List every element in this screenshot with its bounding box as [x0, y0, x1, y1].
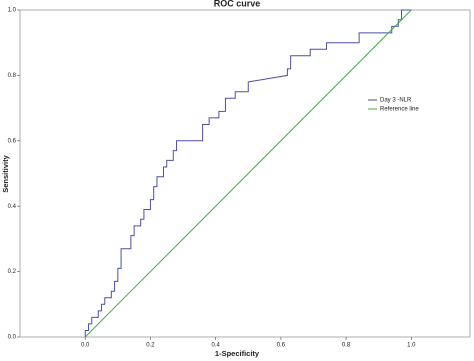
x-tick-label: 0.8 — [342, 343, 351, 349]
x-tick-label: 1.0 — [407, 343, 416, 349]
legend-label: Day 3 -NLR — [380, 98, 412, 104]
y-tick-label: 0.8 — [8, 73, 17, 79]
chart-title: ROC curve — [214, 0, 261, 8]
y-tick-label: 0.6 — [8, 138, 17, 144]
legend-label: Reference line — [380, 107, 419, 113]
roc-line — [84, 9, 412, 338]
y-tick-label: 0.0 — [8, 335, 17, 341]
roc-line — [84, 9, 412, 337]
plot-frame — [19, 9, 471, 338]
x-tick-label: 0.4 — [211, 343, 220, 349]
y-tick-label: 0.4 — [8, 204, 17, 210]
y-axis-title: Sensitivity — [1, 154, 10, 192]
x-tick-label: 0.0 — [81, 343, 90, 349]
y-tick-label: 1.0 — [8, 8, 17, 14]
x-tick-label: 0.6 — [277, 343, 286, 349]
x-tick-label: 0.2 — [146, 343, 155, 349]
x-axis-title: 1-Specificity — [215, 349, 260, 358]
y-tick-label: 0.2 — [8, 269, 17, 275]
